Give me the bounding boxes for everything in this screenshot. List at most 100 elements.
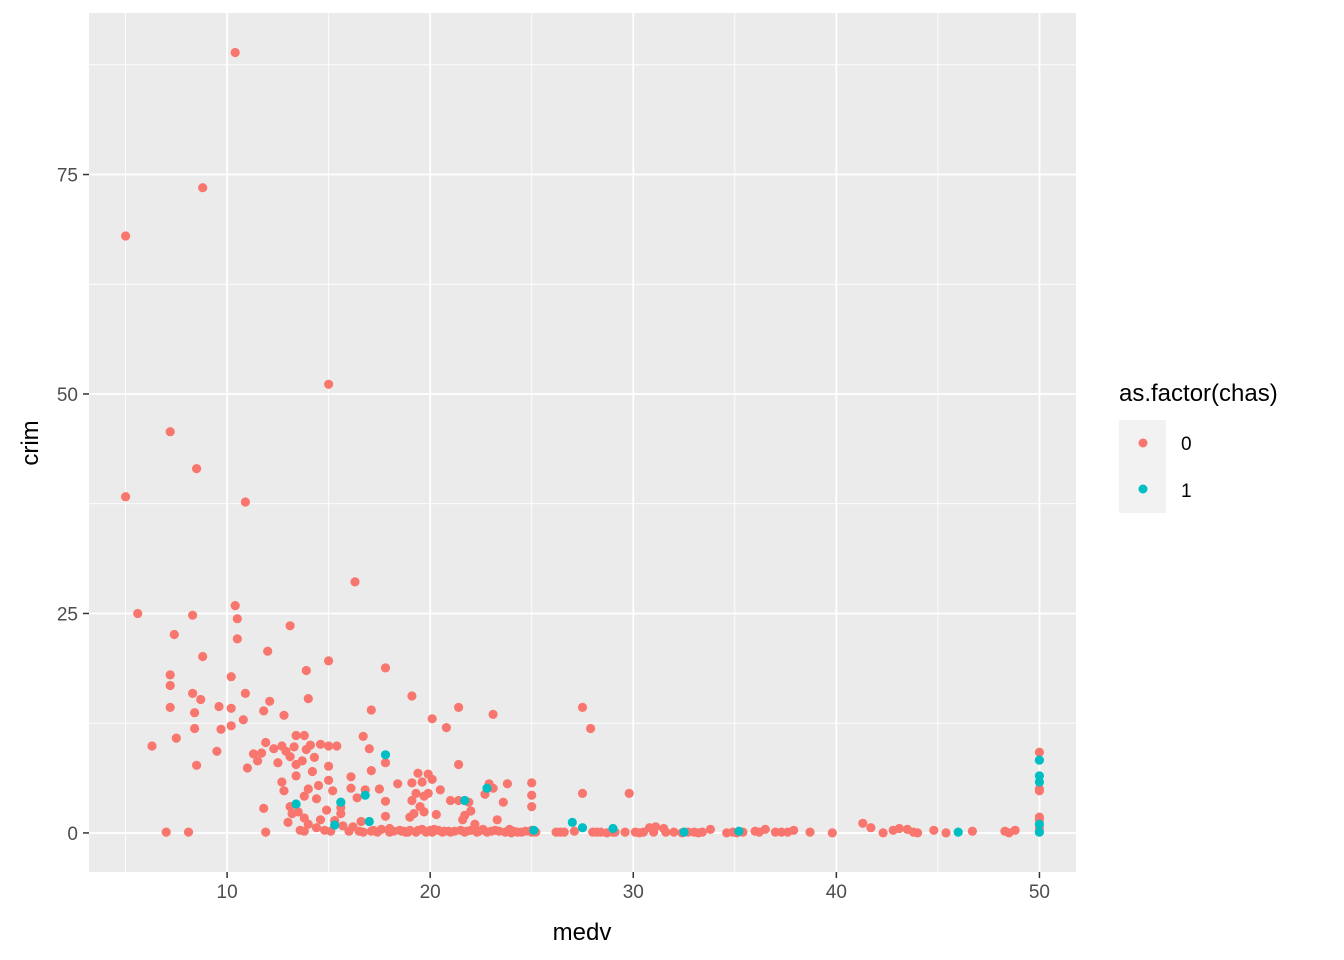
data-point-series-0 [407,778,417,788]
data-point-series-0 [322,805,332,815]
data-point-series-1 [608,823,618,834]
data-point-series-0 [431,809,441,820]
data-point-series-0 [364,744,374,754]
data-point-series-1 [1034,827,1044,837]
data-point-series-0 [417,777,427,787]
data-point-series-0 [183,827,194,837]
data-point-series-0 [165,427,175,437]
data-point-series-0 [527,802,537,812]
data-point-series-0 [427,774,437,785]
y-tick-label: 25 [57,604,78,625]
data-point-series-0 [279,710,289,720]
data-point-series-0 [577,702,588,713]
data-point-series-0 [352,793,362,803]
data-point-series-1 [291,799,301,809]
plot-panel [89,13,1076,872]
data-point-series-0 [346,772,356,782]
data-point-series-0 [913,828,923,838]
data-point-series-0 [297,756,307,766]
data-point-series-0 [577,788,588,799]
data-point-series-0 [624,788,634,799]
y-tick-label: 0 [67,824,78,845]
grid-minor [89,13,1076,872]
y-axis-title: crim [17,420,44,465]
data-point-series-0 [293,807,303,817]
data-point-series-0 [232,634,242,644]
data-point-series-0 [311,794,322,804]
data-point-series-0 [240,497,250,507]
data-point-series-0 [380,663,391,673]
data-point-series-0 [121,492,131,502]
data-point-series-0 [866,823,876,833]
legend: as.factor(chas) 0 1 [1119,380,1278,513]
data-point-series-0 [242,763,252,773]
data-point-series-0 [350,577,360,587]
data-point-series-0 [858,818,868,828]
data-point-series-0 [165,680,175,691]
data-point-series-0 [273,758,283,768]
data-point-series-1 [364,816,374,827]
data-point-series-0 [190,708,200,718]
data-point-series-1 [567,817,577,828]
data-point-series-0 [338,821,348,831]
data-point-series-1 [330,820,340,830]
data-point-series-0 [427,714,437,724]
legend-label-0: 0 [1181,434,1192,455]
data-point-series-0 [226,721,236,731]
data-point-series-0 [1010,825,1020,835]
data-point-series-0 [253,756,263,766]
y-axis-ticks: 0 25 50 75 [57,166,89,845]
data-point-series-0 [332,741,342,751]
data-point-series-0 [366,766,376,776]
legend-label-1: 1 [1181,481,1192,502]
data-point-series-0 [303,694,313,704]
data-point-series-0 [230,47,240,58]
x-tick-label: 40 [826,882,847,903]
data-point-series-0 [192,464,202,474]
data-point-series-0 [315,815,326,825]
data-point-series-0 [380,758,391,768]
data-point-series-0 [409,809,419,819]
data-point-series-0 [705,824,716,835]
data-point-series-0 [411,788,421,799]
data-point-series-0 [192,760,202,770]
data-point-series-0 [232,614,242,624]
data-point-series-0 [259,706,269,716]
data-point-series-0 [265,696,275,706]
data-point-series-0 [894,823,904,834]
data-point-series-0 [216,724,226,734]
data-points [121,47,1044,838]
data-point-series-0 [291,771,301,781]
data-point-series-0 [291,730,301,741]
data-point-series-0 [313,780,324,791]
data-point-series-0 [171,733,181,743]
data-point-series-0 [488,709,498,720]
data-point-series-0 [133,608,143,619]
data-point-series-0 [328,786,338,796]
data-point-series-0 [198,183,208,193]
data-point-series-0 [805,827,815,837]
data-point-series-0 [324,656,334,666]
data-point-series-0 [324,741,334,751]
data-point-series-0 [1034,786,1044,796]
data-point-series-0 [967,826,978,836]
legend-key-1 [1138,484,1148,494]
data-point-series-0 [502,779,512,789]
data-point-series-0 [226,672,236,682]
data-point-series-0 [827,828,837,838]
data-point-series-0 [299,826,309,836]
data-point-series-0 [620,827,630,837]
data-point-series-0 [161,827,171,837]
data-point-series-0 [257,748,267,758]
data-point-series-0 [240,688,250,699]
data-point-series-0 [1034,747,1044,757]
data-point-series-0 [376,824,386,835]
data-point-series-0 [454,759,464,770]
data-point-series-0 [324,775,334,785]
data-point-series-0 [492,815,502,825]
data-point-series-0 [559,827,569,837]
data-point-series-1 [1034,755,1044,765]
data-point-series-0 [435,785,445,795]
y-tick-label: 50 [57,385,78,406]
data-point-series-0 [358,731,368,742]
